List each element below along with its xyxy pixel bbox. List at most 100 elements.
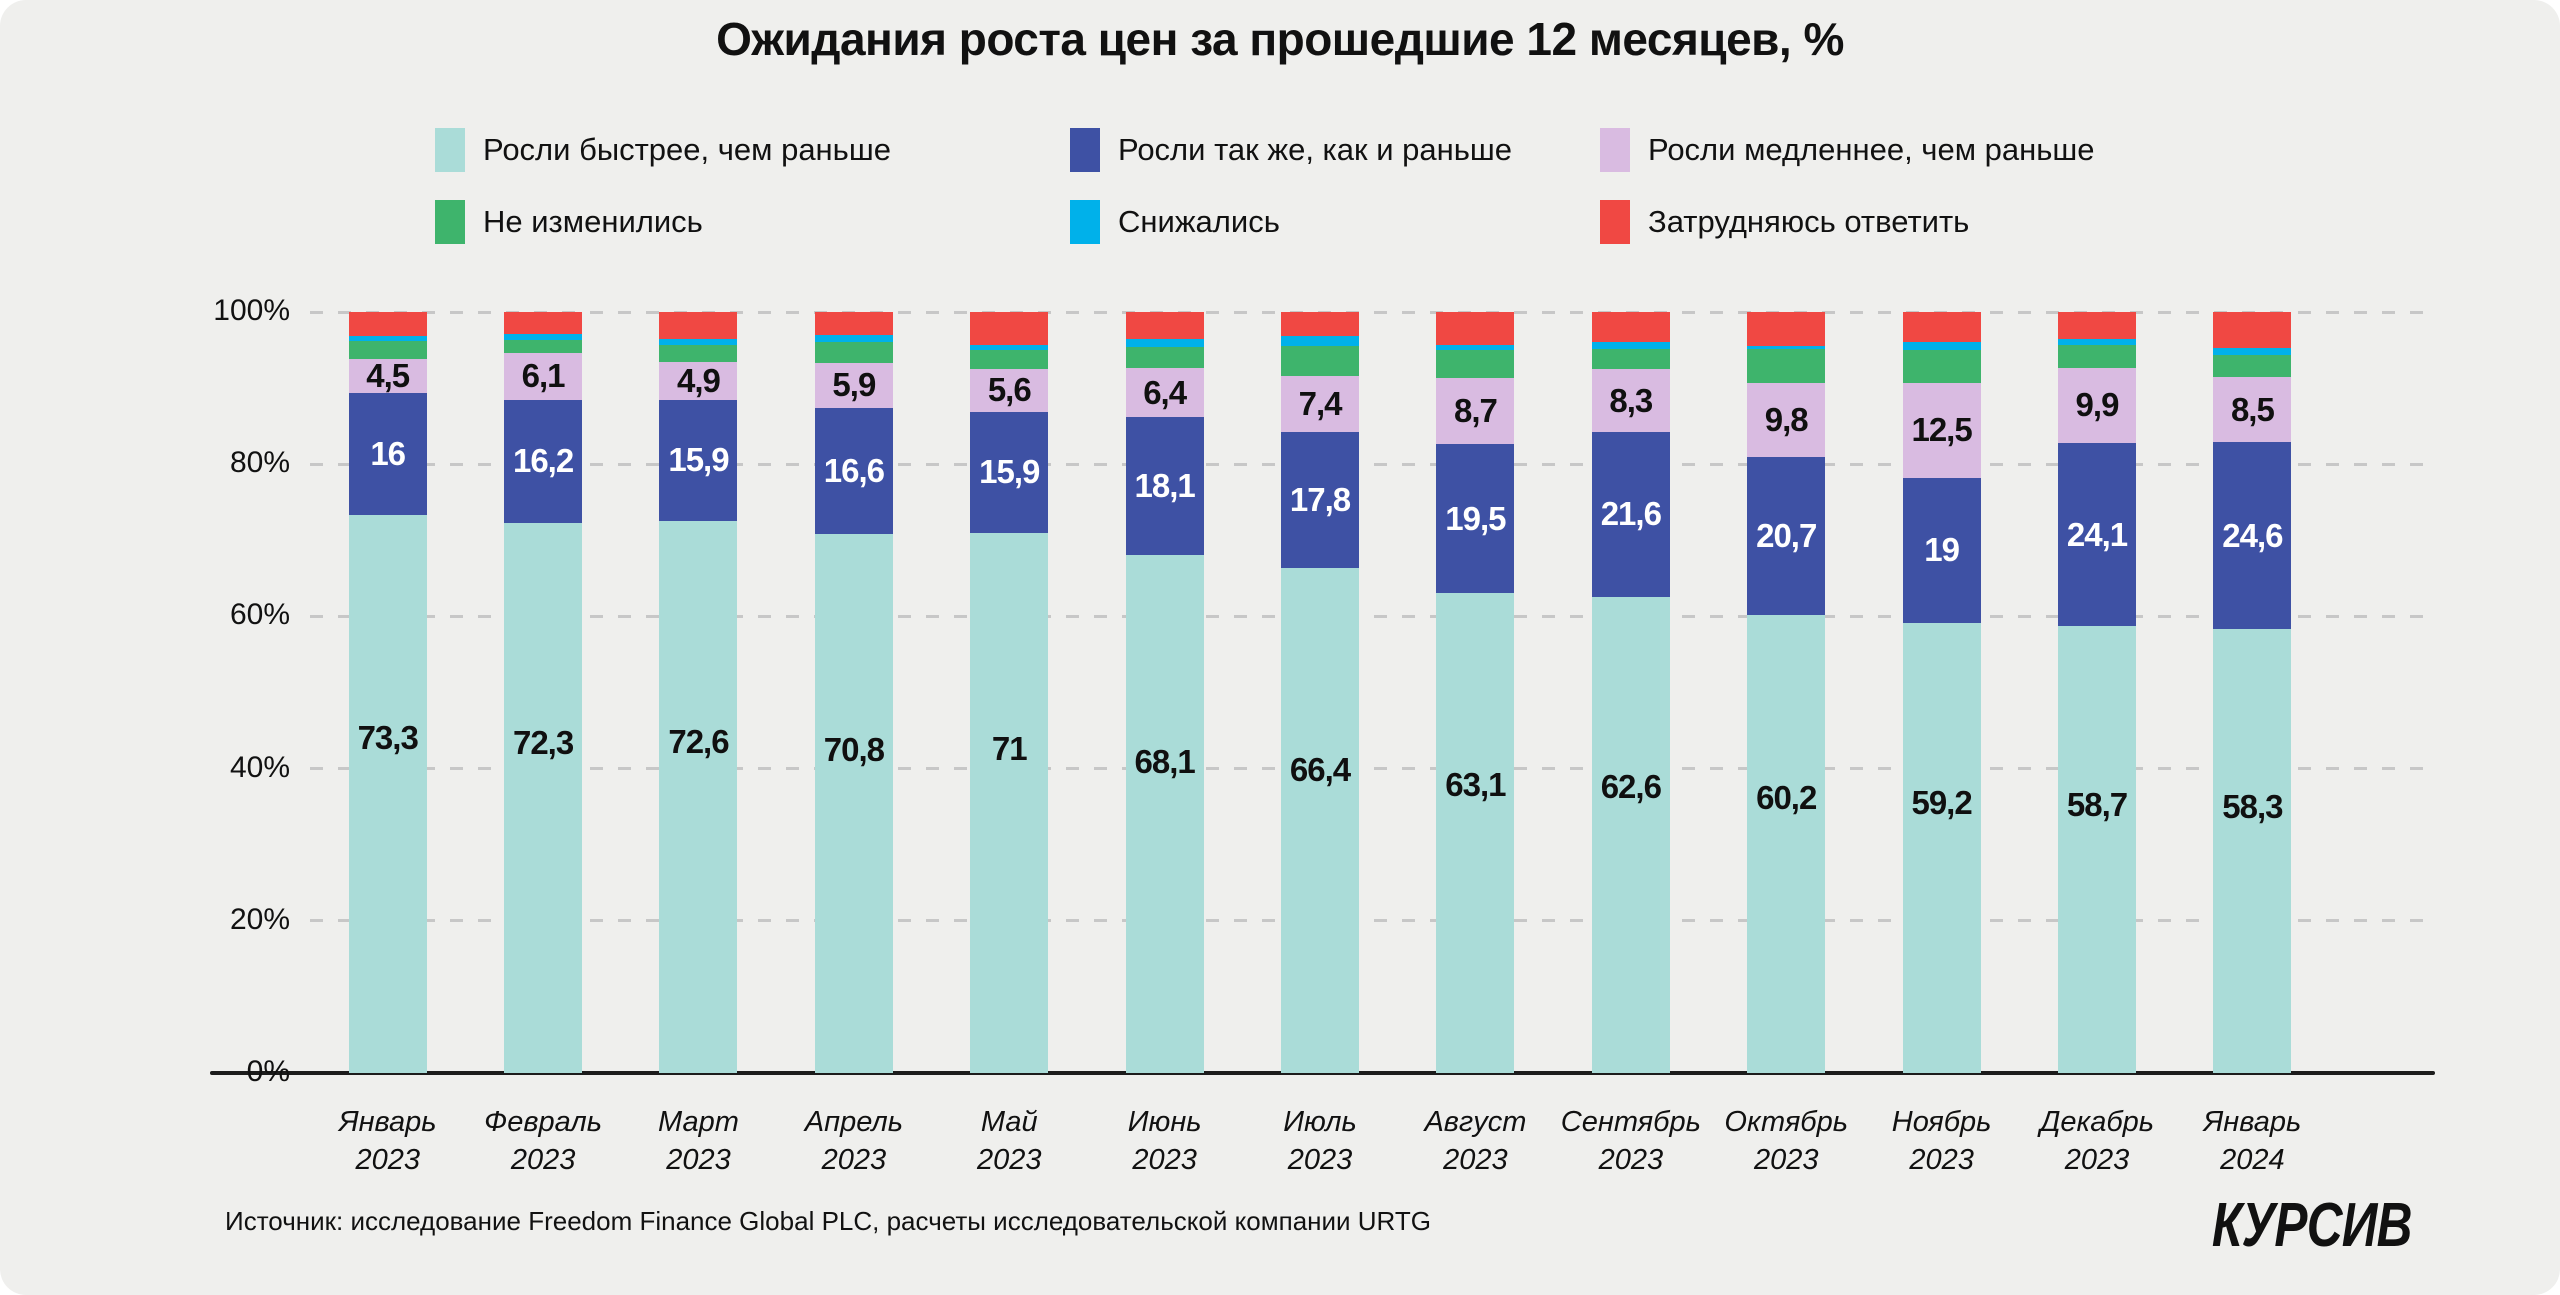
- stacked-bar: 62,6 21,6 8,3: [1591, 312, 1670, 1073]
- bar-value-label: 8,7: [1453, 392, 1498, 430]
- gridline-80: [310, 462, 2430, 466]
- legend-swatch: [1600, 200, 1630, 244]
- bar-value-label: 60,2: [1756, 779, 1817, 817]
- bar-segment: 9,9: [2057, 367, 2136, 443]
- stacked-bar: 60,2 20,7 9,8: [1747, 312, 1826, 1073]
- bar-segment: [970, 312, 1049, 345]
- month-label: Май: [980, 1106, 1038, 1138]
- bar-value-label: 12,5: [1911, 411, 1972, 449]
- bar-segment: [1125, 338, 1204, 348]
- bar-segment: 19: [1902, 477, 1981, 623]
- legend-swatch: [435, 200, 465, 244]
- month-label: Апрель: [804, 1106, 903, 1138]
- month-label: Июль: [1283, 1106, 1357, 1138]
- bar-value-label: 73,3: [357, 719, 419, 757]
- month-label: Сентябрь: [1560, 1106, 1701, 1138]
- bar-value-label: 17,8: [1289, 480, 1351, 518]
- year-label: 2023: [977, 1143, 1042, 1176]
- bar-segment: 16,2: [504, 399, 583, 523]
- bar-segment: [659, 312, 738, 339]
- y-tick-label: 60%: [229, 598, 290, 632]
- bar-segment: [1125, 312, 1204, 339]
- stacked-bar: 72,6 15,9 4,9: [659, 312, 738, 1073]
- legend-swatch: [1070, 128, 1100, 172]
- legend-item: Росли так же, как и раньше: [1070, 124, 1512, 176]
- bar-slot: 58,7 24,1 9,9: [2019, 312, 2174, 1073]
- bar-slot: 70,8 16,6 5,9: [776, 312, 931, 1073]
- month-label: Январь: [2203, 1106, 2302, 1138]
- legend-item: Затрудняюсь ответить: [1600, 196, 1969, 248]
- year-label: 2023: [2064, 1143, 2130, 1176]
- bar-value-label: 58,3: [2222, 787, 2283, 825]
- x-axis-labels: Январь 2023 Февраль 2023 Март 2023 Апрель 2023 М…: [310, 1104, 2330, 1179]
- bar-segment: [814, 334, 893, 342]
- y-tick-label: 100%: [213, 294, 290, 327]
- bar-segment: 66,4: [1281, 567, 1360, 1073]
- bar-segment: [1747, 346, 1826, 350]
- bar-value-label: 21,6: [1600, 495, 1662, 533]
- bar-value-label: 6,4: [1143, 373, 1187, 411]
- legend-item-label: Росли так же, как и раньше: [1118, 132, 1512, 167]
- bar-value-label: 7,4: [1298, 385, 1343, 423]
- bar-segment: 63,1: [1436, 592, 1515, 1073]
- bar-segment: 4,9: [659, 362, 738, 400]
- bar-slot: 72,6 15,9 4,9: [621, 312, 776, 1073]
- x-category-label: Июль 2023: [1242, 1104, 1397, 1179]
- bar-segment: 70,8: [814, 534, 893, 1073]
- bar-segment: 21,6: [1591, 432, 1670, 597]
- bar-segment: 12,5: [1902, 382, 1981, 478]
- bar-segment: [1902, 350, 1981, 383]
- month-label: Ноябрь: [1891, 1106, 1992, 1138]
- bar-value-label: 5,6: [987, 371, 1032, 409]
- bar-segment: 71: [970, 532, 1049, 1073]
- year-label: 2023: [510, 1143, 576, 1176]
- bar-segment: 18,1: [1125, 417, 1204, 555]
- x-category-label: Январь 2023: [310, 1104, 465, 1179]
- bar-segment: [970, 344, 1049, 351]
- bar-value-label: 9,9: [2075, 386, 2120, 424]
- stacked-bar: 58,3 24,6 8,5: [2213, 312, 2292, 1073]
- bars: 73,3 16 4,5 72,3 16,2 6,1 72,6 15,9 4,9 70,8 16,6 5…: [310, 312, 2330, 1073]
- bar-segment: [1902, 312, 1981, 343]
- bar-segment: [348, 312, 427, 336]
- x-category-label: Сентябрь 2023: [1553, 1104, 1708, 1179]
- x-category-label: Март 2023: [621, 1104, 776, 1179]
- bar-segment: 17,8: [1281, 432, 1360, 568]
- bar-segment: 73,3: [348, 515, 427, 1073]
- bar-value-label: 16,2: [512, 442, 574, 480]
- bar-segment: [1747, 349, 1826, 383]
- bar-segment: 72,6: [659, 520, 738, 1073]
- bar-segment: 58,7: [2057, 626, 2136, 1073]
- bar-segment: [814, 312, 893, 335]
- bar-segment: [1747, 312, 1826, 347]
- year-label: 2023: [1132, 1143, 1197, 1176]
- bar-value-label: 18,1: [1134, 466, 1196, 504]
- bar-segment: [1436, 350, 1515, 379]
- bar-segment: 16,6: [814, 407, 893, 535]
- bar-segment: [1436, 312, 1515, 345]
- bar-value-label: 20,7: [1756, 517, 1817, 555]
- y-tick-label: 80%: [229, 446, 290, 480]
- bar-segment: 8,3: [1591, 369, 1670, 433]
- bar-segment: [970, 350, 1049, 370]
- bar-value-label: 16: [370, 435, 406, 473]
- bar-segment: [2057, 339, 2136, 345]
- y-tick-label: 20%: [229, 902, 290, 936]
- bar-segment: 72,3: [504, 522, 583, 1073]
- gridline-100: [310, 310, 2430, 314]
- bar-segment: 20,7: [1747, 457, 1826, 615]
- year-label: 2023: [1443, 1143, 1508, 1176]
- x-axis-line: [210, 1071, 2435, 1075]
- legend-item: Росли быстрее, чем раньше: [435, 124, 891, 176]
- month-label: Март: [658, 1106, 739, 1138]
- bar-segment: [1591, 312, 1670, 342]
- gridline-20: [310, 919, 2430, 923]
- bar-value-label: 16,6: [823, 452, 885, 490]
- stacked-bar: 59,2 19 12,5: [1902, 312, 1981, 1073]
- y-tick-label: 0%: [246, 1055, 290, 1088]
- bar-segment: [1125, 347, 1204, 369]
- bar-segment: [504, 334, 583, 341]
- bar-value-label: 5,9: [832, 366, 876, 404]
- bar-segment: 19,5: [1436, 444, 1515, 593]
